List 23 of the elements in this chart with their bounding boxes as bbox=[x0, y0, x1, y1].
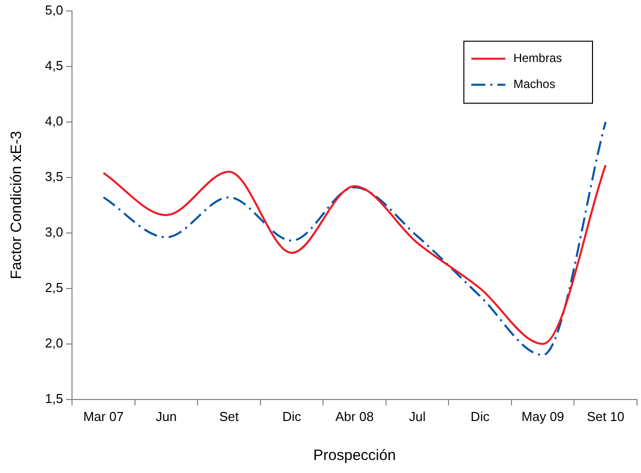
legend-label: Hembras bbox=[513, 51, 562, 66]
x-tick-label: Jul bbox=[408, 408, 426, 424]
y-tick-label: 4,0 bbox=[44, 113, 64, 128]
y-tick-label: 2,5 bbox=[44, 280, 64, 295]
y-tick-label: 1,5 bbox=[44, 390, 64, 406]
x-tick-label: Dic bbox=[470, 408, 490, 424]
x-tick-label: Mar 07 bbox=[83, 408, 124, 424]
y-tick-label: 2,0 bbox=[44, 335, 64, 350]
y-tick-label: 5,0 bbox=[44, 2, 64, 18]
x-tick-label: Jun bbox=[156, 408, 177, 424]
y-axis-title: Factor Condición xE-3 bbox=[8, 130, 26, 280]
y-tick-label: 4,5 bbox=[44, 58, 64, 73]
legend-label: Machos bbox=[513, 77, 556, 92]
x-tick-label: Set 10 bbox=[586, 408, 624, 424]
x-tick-label: Abr 08 bbox=[335, 408, 374, 424]
x-tick-label: Dic bbox=[282, 408, 302, 424]
x-tick-label: Set bbox=[219, 408, 240, 424]
y-tick-label: 3,5 bbox=[44, 168, 64, 184]
line-series bbox=[102, 120, 607, 356]
y-tick-label: 3,0 bbox=[44, 224, 64, 240]
x-axis-title: Prospección bbox=[313, 447, 396, 464]
line-series bbox=[102, 164, 607, 345]
x-tick-label: May 09 bbox=[522, 408, 564, 424]
